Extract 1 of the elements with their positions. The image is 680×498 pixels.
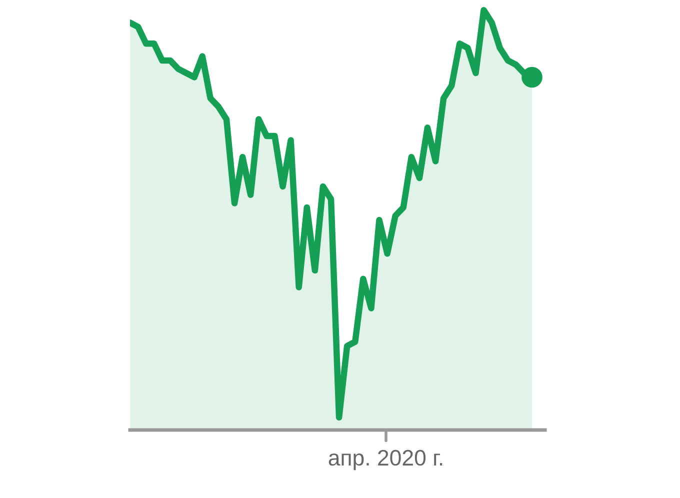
text: апр. 2020 г. [328,450,442,470]
